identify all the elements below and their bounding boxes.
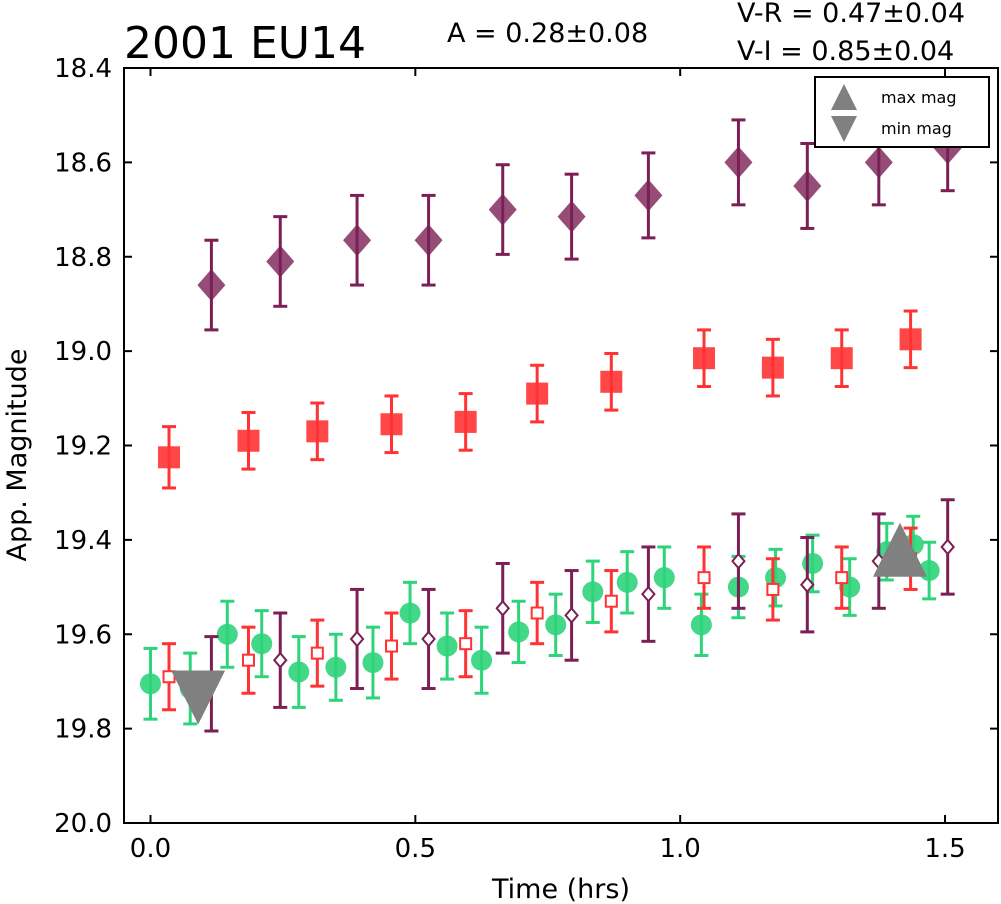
data-point <box>864 146 893 179</box>
data-point <box>582 581 604 603</box>
data-point <box>641 585 656 603</box>
data-point <box>766 582 780 596</box>
x-tick-label: 0.5 <box>395 834 436 864</box>
x-tick-label: 1.5 <box>924 834 965 864</box>
legend-min-mag-marker <box>831 116 857 142</box>
data-point <box>564 606 579 624</box>
data-point <box>526 382 549 405</box>
data-point <box>731 552 746 570</box>
data-point <box>899 328 922 351</box>
data-point <box>421 630 436 648</box>
y-tick-label: 19.8 <box>54 715 112 745</box>
y-axis-label: App. Magnitude <box>2 349 33 562</box>
data-point <box>508 621 530 643</box>
y-tick-label: 18.8 <box>54 243 112 273</box>
data-point <box>362 652 384 674</box>
data-point <box>835 571 849 585</box>
chart-title: 2001 EU14 <box>124 18 366 69</box>
data-point <box>237 429 260 452</box>
data-point <box>272 651 288 669</box>
series-square-filled <box>158 309 922 490</box>
data-point <box>436 635 458 657</box>
data-point <box>495 599 511 617</box>
series-diamond-open <box>204 498 955 733</box>
data-point <box>634 179 663 212</box>
x-axis-ticks: 0.0 0.5 1.0 1.5 <box>130 68 966 864</box>
data-point <box>216 623 238 645</box>
data-point <box>158 446 181 469</box>
data-point <box>697 571 711 585</box>
data-point <box>940 538 955 556</box>
y-tick-label: 19.0 <box>54 337 112 367</box>
data-point <box>802 552 824 574</box>
data-point <box>459 637 473 651</box>
data-point <box>343 224 372 257</box>
data-point <box>306 420 329 443</box>
extrema-markers <box>171 522 928 725</box>
series-circle-filled <box>139 514 940 726</box>
data-point <box>793 169 822 202</box>
data-point <box>799 576 815 594</box>
data-point <box>530 606 544 620</box>
amplitude-text: A = 0.28±0.08 <box>447 18 648 49</box>
data-point <box>604 594 618 608</box>
data-point <box>616 571 638 593</box>
legend-min-mag-label: min mag <box>881 119 952 138</box>
legend-max-mag-label: max mag <box>881 88 957 107</box>
max-mag-marker <box>873 522 928 577</box>
data-point <box>349 630 365 648</box>
legend-max-mag-marker <box>831 84 857 110</box>
y-tick-label: 19.4 <box>54 526 112 556</box>
data-point <box>600 370 623 393</box>
data-point <box>653 567 675 589</box>
data-point <box>325 656 347 678</box>
min-mag-marker <box>171 670 226 725</box>
data-point <box>690 614 712 636</box>
data-point <box>414 224 443 257</box>
legend: max mag min mag <box>814 76 990 148</box>
y-tick-label: 19.6 <box>54 620 112 650</box>
x-axis-label: Time (hrs) <box>491 874 630 904</box>
data-point <box>545 614 567 636</box>
data-point <box>266 245 295 278</box>
data-point <box>139 673 161 695</box>
y-axis-ticks: 18.4 18.6 18.8 19.0 19.2 19.4 19.6 19.8 20.0 <box>54 54 998 839</box>
series-square-open <box>162 526 918 712</box>
data-point <box>251 633 273 655</box>
data-point <box>761 356 784 379</box>
data-point <box>288 661 310 683</box>
data-point <box>454 410 477 433</box>
x-tick-label: 1.0 <box>660 834 701 864</box>
data-point <box>197 269 226 302</box>
data-point <box>310 646 324 660</box>
v-r-color-text: V-R = 0.47±0.04 <box>737 0 965 29</box>
data-point <box>241 653 255 667</box>
y-tick-label: 18.4 <box>54 54 112 84</box>
data-point <box>384 639 398 653</box>
v-i-color-text: V-I = 0.85±0.04 <box>737 36 954 67</box>
x-tick-label: 0.0 <box>130 834 171 864</box>
data-point <box>488 193 517 226</box>
y-tick-label: 19.2 <box>54 432 112 462</box>
plot-marks <box>139 104 962 733</box>
data-point <box>724 146 753 179</box>
data-point <box>693 347 716 370</box>
data-point <box>557 200 586 233</box>
data-point <box>380 413 403 436</box>
data-point <box>399 602 421 624</box>
y-tick-label: 18.6 <box>54 148 112 178</box>
data-point <box>830 347 853 370</box>
data-point <box>765 567 787 589</box>
data-point <box>471 649 493 671</box>
y-tick-label: 20.0 <box>54 809 112 839</box>
